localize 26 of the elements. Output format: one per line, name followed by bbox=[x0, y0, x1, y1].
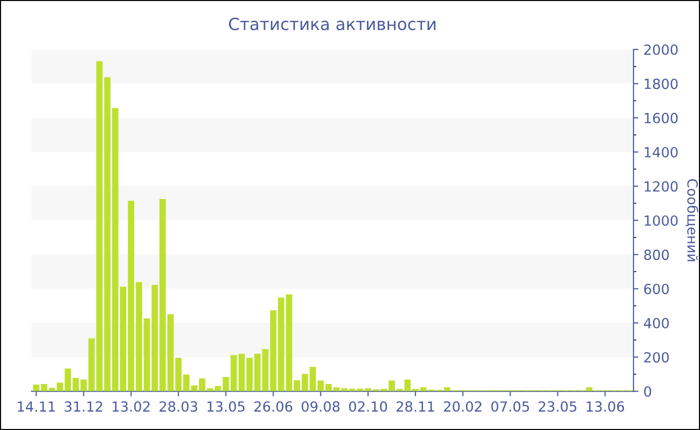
chart-title: Статистика активности bbox=[229, 18, 436, 30]
y-tick-label: 1200 bbox=[644, 181, 678, 192]
x-tick-label: 13.02 bbox=[112, 401, 150, 412]
y-tick-label: 1400 bbox=[644, 146, 678, 158]
x-tick-label: 20.02 bbox=[444, 401, 482, 412]
y-tick-label: 200 bbox=[644, 352, 669, 363]
x-tick-label: 31.12 bbox=[64, 401, 102, 412]
x-tick-label: 28.03 bbox=[160, 401, 198, 412]
x-tick-label: 13.05 bbox=[207, 401, 245, 412]
y-tick-label: 1000 bbox=[644, 215, 678, 226]
x-tick-label: 23.05 bbox=[538, 401, 576, 412]
y-tick-label: 0 bbox=[644, 386, 652, 397]
x-tick-label: 02.10 bbox=[349, 401, 388, 412]
y-tick-label: 600 bbox=[644, 284, 669, 294]
x-tick-label: 28.11 bbox=[396, 401, 434, 412]
y-axis-title: Сообщений bbox=[686, 179, 698, 262]
x-tick-label: 13.06 bbox=[586, 401, 624, 412]
y-tick-label: 1600 bbox=[644, 112, 678, 124]
x-tick-label: 07.05 bbox=[491, 401, 529, 412]
x-tick-label: 14.11 bbox=[18, 401, 55, 412]
y-tick-label: 2000 bbox=[644, 44, 678, 55]
x-tick-label: 09.08 bbox=[302, 401, 340, 412]
x-tick-label: 26.06 bbox=[254, 401, 292, 412]
y-tick-label: 800 bbox=[644, 250, 669, 260]
y-tick-label: 400 bbox=[644, 318, 669, 328]
y-tick-label: 1800 bbox=[644, 78, 678, 90]
